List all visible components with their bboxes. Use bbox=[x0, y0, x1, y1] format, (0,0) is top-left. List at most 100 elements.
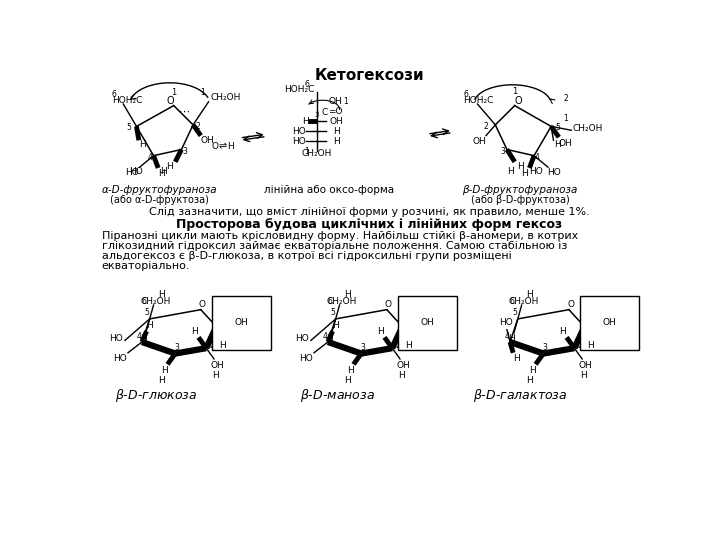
Text: H: H bbox=[161, 366, 168, 375]
Text: Просторова будова циклічних і лінійних форм гексоз: Просторова будова циклічних і лінійних ф… bbox=[176, 218, 562, 231]
Text: O: O bbox=[385, 300, 392, 309]
Text: H: H bbox=[158, 169, 165, 178]
Text: 6: 6 bbox=[509, 298, 514, 307]
Text: 1: 1 bbox=[564, 114, 568, 123]
Text: HO: HO bbox=[292, 126, 305, 136]
Text: OH: OH bbox=[330, 117, 343, 125]
Text: CH₂OH: CH₂OH bbox=[140, 298, 171, 307]
Text: 6: 6 bbox=[112, 90, 117, 99]
Text: 6: 6 bbox=[464, 90, 469, 99]
Text: 1: 1 bbox=[305, 146, 310, 156]
Text: HO: HO bbox=[294, 334, 308, 343]
Text: H: H bbox=[192, 327, 198, 336]
Text: H: H bbox=[212, 372, 219, 380]
Text: 3: 3 bbox=[174, 343, 179, 352]
Text: H: H bbox=[529, 366, 536, 375]
Text: 5: 5 bbox=[126, 124, 131, 132]
Text: OH: OH bbox=[200, 136, 214, 145]
Text: H: H bbox=[508, 166, 514, 176]
Text: 1: 1 bbox=[200, 88, 204, 97]
Text: 2: 2 bbox=[195, 122, 200, 131]
Text: H: H bbox=[526, 376, 533, 385]
Text: ⇌: ⇌ bbox=[218, 141, 227, 151]
Text: H: H bbox=[521, 169, 528, 178]
Text: лінійна або оксо-форма: лінійна або оксо-форма bbox=[264, 185, 394, 195]
Text: C: C bbox=[322, 108, 328, 117]
Text: O: O bbox=[515, 96, 523, 106]
Text: 4: 4 bbox=[323, 332, 328, 341]
Text: CH₂OH: CH₂OH bbox=[210, 93, 240, 103]
Text: H: H bbox=[161, 166, 167, 176]
Text: HO: HO bbox=[292, 137, 305, 146]
Text: HO: HO bbox=[125, 168, 139, 177]
Text: H: H bbox=[518, 162, 524, 171]
Text: O: O bbox=[166, 96, 174, 106]
Text: OH: OH bbox=[396, 361, 410, 369]
Text: 1: 1 bbox=[588, 318, 593, 327]
Text: H: H bbox=[227, 142, 234, 151]
Text: 5: 5 bbox=[555, 124, 559, 132]
Text: Кетогексози: Кетогексози bbox=[314, 68, 424, 83]
Text: H: H bbox=[326, 334, 333, 343]
Text: глікозидний гідроксил займає екваторіальне положення. Самою стабільною із: глікозидний гідроксил займає екваторіаль… bbox=[102, 241, 567, 251]
Text: OH: OH bbox=[210, 361, 224, 369]
Text: H: H bbox=[344, 290, 351, 299]
Text: O: O bbox=[211, 142, 218, 151]
Text: HO: HO bbox=[300, 354, 313, 363]
Text: 5: 5 bbox=[330, 308, 335, 317]
Text: 4: 4 bbox=[505, 332, 509, 341]
Text: Піранозні цикли мають крісловидну форму. Найбільш стійкі β-аномери, в котрих: Піранозні цикли мають крісловидну форму.… bbox=[102, 231, 578, 241]
Text: ⋯: ⋯ bbox=[179, 107, 190, 117]
Text: H: H bbox=[526, 290, 533, 299]
Text: OH: OH bbox=[329, 97, 343, 106]
Text: CH₂OH: CH₂OH bbox=[327, 298, 357, 307]
Text: H: H bbox=[347, 366, 354, 375]
Text: H: H bbox=[513, 354, 520, 363]
Text: OH: OH bbox=[603, 318, 616, 327]
Text: =O: =O bbox=[328, 106, 342, 116]
Text: OH: OH bbox=[420, 318, 434, 327]
Text: H: H bbox=[588, 341, 594, 349]
Text: OH: OH bbox=[578, 361, 592, 369]
Text: H: H bbox=[559, 327, 566, 336]
Text: H: H bbox=[580, 372, 587, 380]
Text: H: H bbox=[333, 321, 339, 329]
Text: 1: 1 bbox=[171, 88, 176, 97]
Text: 1: 1 bbox=[512, 87, 518, 96]
Text: H: H bbox=[398, 372, 405, 380]
Text: 3: 3 bbox=[500, 146, 505, 156]
Text: 2: 2 bbox=[484, 122, 488, 131]
Text: 1: 1 bbox=[405, 318, 410, 327]
Text: 6: 6 bbox=[141, 298, 146, 307]
Text: H: H bbox=[146, 321, 153, 329]
Text: HO: HO bbox=[547, 168, 561, 177]
Text: Слід зазначити, що вміст лінійної форми у розчині, як правило, менше 1%.: Слід зазначити, що вміст лінійної форми … bbox=[148, 207, 590, 217]
Text: HO: HO bbox=[113, 354, 127, 363]
Text: HOH₂C: HOH₂C bbox=[464, 97, 494, 105]
Text: HOH₂C: HOH₂C bbox=[112, 97, 142, 105]
Text: CH₂OH: CH₂OH bbox=[302, 149, 332, 158]
Text: H: H bbox=[219, 341, 226, 349]
Text: 3: 3 bbox=[183, 146, 188, 156]
Text: H: H bbox=[508, 334, 515, 343]
Text: 3: 3 bbox=[361, 343, 365, 352]
Text: 6: 6 bbox=[305, 79, 310, 89]
Text: OH: OH bbox=[558, 139, 572, 148]
Text: H: H bbox=[405, 341, 412, 349]
Text: 5: 5 bbox=[512, 308, 517, 317]
Text: O: O bbox=[199, 300, 206, 309]
Text: 2: 2 bbox=[577, 341, 582, 349]
Text: (або β-D-фруктоза): (або β-D-фруктоза) bbox=[471, 194, 570, 205]
Text: 1: 1 bbox=[343, 97, 348, 106]
Text: α-D-фруктофураноза: α-D-фруктофураноза bbox=[102, 185, 217, 195]
Text: H: H bbox=[344, 376, 351, 385]
Text: H: H bbox=[140, 334, 147, 343]
Text: HOH₂C: HOH₂C bbox=[284, 85, 315, 94]
Text: H: H bbox=[302, 117, 309, 125]
Text: H: H bbox=[554, 140, 561, 150]
Text: OH: OH bbox=[473, 137, 487, 146]
Text: OH: OH bbox=[234, 318, 248, 327]
Text: 3: 3 bbox=[542, 343, 547, 352]
Text: O: O bbox=[567, 300, 574, 309]
Text: CH₂OH: CH₂OH bbox=[509, 298, 539, 307]
